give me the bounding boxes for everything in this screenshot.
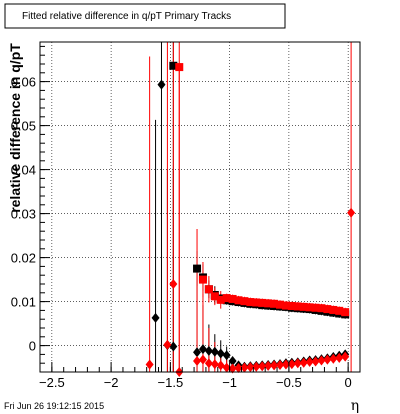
- chart-title: Fitted relative difference in q/pT Prima…: [22, 11, 231, 22]
- data-point-diamond: [323, 354, 332, 365]
- data-point-diamond: [198, 354, 207, 365]
- data-point-diamond: [347, 207, 356, 218]
- plot-frame: [39, 41, 361, 373]
- data-point-square: [299, 302, 308, 311]
- title-box: Fitted relative difference in q/pT Prima…: [4, 3, 286, 29]
- data-point-diamond: [157, 79, 166, 90]
- data-point-diamond: [305, 356, 314, 367]
- data-point-square: [281, 301, 290, 310]
- y-tick-label: 0.05: [11, 119, 36, 134]
- data-point-diamond: [311, 356, 320, 367]
- data-point-square: [175, 63, 184, 72]
- data-point-diamond: [216, 348, 225, 359]
- data-point-square: [311, 303, 320, 312]
- y-tick-label: 0.01: [11, 295, 36, 310]
- data-point-square: [335, 306, 344, 315]
- data-point-square: [169, 61, 178, 70]
- data-point-diamond: [240, 362, 249, 373]
- data-point-diamond: [276, 359, 284, 370]
- x-tick-label: −2: [104, 375, 119, 390]
- data-point-square: [216, 295, 225, 304]
- data-point-square: [252, 298, 261, 307]
- x-tick-label: 0: [345, 375, 352, 390]
- grid: [40, 42, 360, 372]
- data-point-square: [323, 305, 332, 314]
- data-point-diamond: [222, 362, 231, 373]
- data-point-diamond: [293, 358, 302, 369]
- x-tick-labels: −2.5 −2 −1.5 −1 −0.5 0: [39, 375, 352, 390]
- data-point-diamond: [264, 360, 273, 371]
- data-point-square: [193, 264, 202, 273]
- data-point-diamond: [222, 350, 231, 361]
- data-point-square: [228, 294, 237, 303]
- data-point-diamond: [228, 356, 237, 366]
- data-point-diamond: [169, 279, 178, 289]
- y-tick-labels: 0 0.01 0.02 0.03 0.04 0.05 0.06: [11, 75, 36, 354]
- y-tick-label: 0: [29, 339, 36, 354]
- data-point-square: [246, 298, 255, 307]
- axis-ticks: [39, 45, 361, 373]
- data-point-square: [198, 275, 207, 284]
- data-point-square: [222, 294, 231, 303]
- data-point-square: [258, 298, 267, 307]
- data-point-diamond: [335, 352, 344, 363]
- data-point-square: [240, 297, 249, 306]
- data-point-square: [329, 305, 338, 314]
- data-point-diamond: [193, 347, 202, 358]
- data-point-diamond: [317, 355, 326, 366]
- data-point-diamond: [252, 361, 261, 372]
- data-point-diamond: [341, 351, 350, 362]
- y-tick-label: 0.04: [11, 163, 36, 178]
- data-point-square: [341, 308, 350, 317]
- data-point-square: [204, 285, 213, 294]
- data-point-diamond: [270, 360, 279, 371]
- data-point-square: [264, 299, 273, 308]
- data-point-square: [276, 300, 284, 309]
- x-tick-label: −1.5: [158, 375, 184, 390]
- data-point-square: [234, 296, 243, 305]
- y-tick-label: 0.02: [11, 251, 36, 266]
- x-tick-label: −2.5: [39, 375, 65, 390]
- data-point-square: [293, 302, 302, 311]
- data-point-diamond: [287, 359, 296, 370]
- x-tick-label: −0.5: [276, 375, 302, 390]
- y-tick-label: 0.03: [11, 207, 36, 222]
- data-point-square: [287, 302, 296, 310]
- data-point-diamond: [163, 339, 172, 350]
- data-point-square: [317, 304, 326, 313]
- data-point-diamond: [216, 360, 225, 371]
- data-point-diamond: [234, 363, 243, 374]
- data-point-square: [305, 303, 314, 312]
- x-tick-label: −1: [222, 375, 237, 390]
- data-point-diamond: [299, 357, 308, 368]
- data-point-diamond: [204, 345, 213, 356]
- data-point-diamond: [281, 359, 290, 370]
- data-point-diamond: [258, 361, 267, 372]
- data-point-diamond: [210, 359, 219, 370]
- data-point-diamond: [246, 362, 255, 373]
- y-tick-label: 0.06: [11, 75, 36, 90]
- timestamp-footer: Fri Jun 26 19:12:15 2015: [4, 401, 104, 411]
- data-point-diamond: [198, 344, 207, 355]
- data-point-diamond: [169, 341, 178, 352]
- data-markers: [145, 61, 356, 377]
- data-point-diamond: [204, 358, 213, 369]
- data-point-diamond: [145, 359, 154, 370]
- data-point-square: [270, 299, 279, 308]
- y-axis-title: relative difference in q/pT: [7, 43, 23, 213]
- data-point-diamond: [193, 356, 202, 366]
- x-axis-title: η: [351, 398, 359, 414]
- data-point-square: [210, 292, 219, 301]
- data-point-diamond: [151, 312, 160, 323]
- data-point-diamond: [329, 353, 338, 364]
- data-point-diamond: [228, 363, 237, 374]
- data-point-diamond: [210, 346, 219, 357]
